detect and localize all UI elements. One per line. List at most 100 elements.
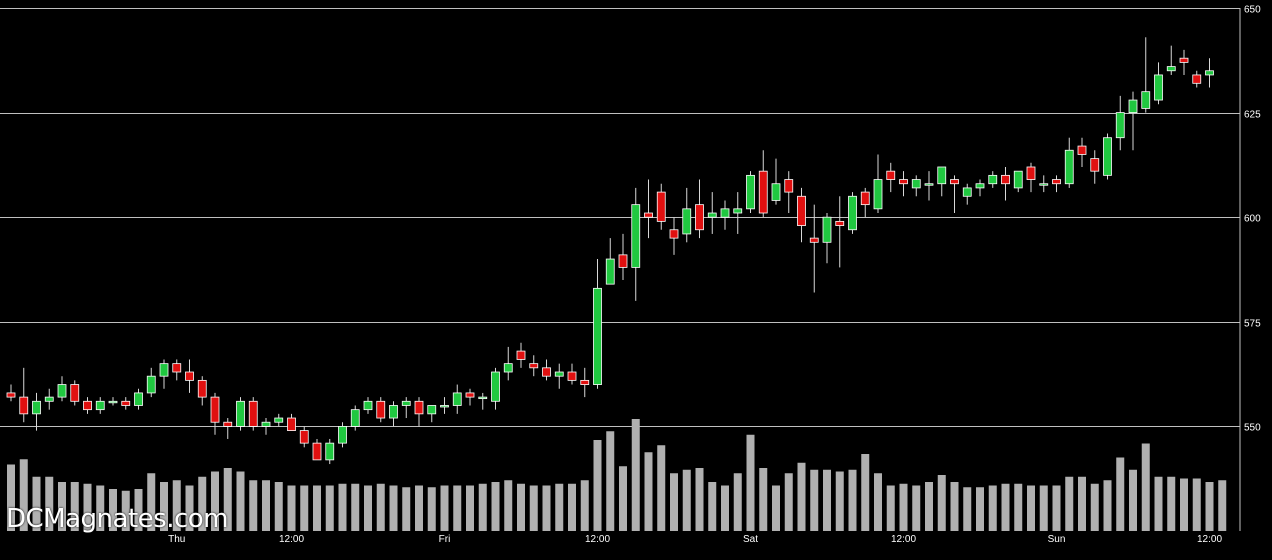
volume-bar bbox=[70, 482, 79, 531]
volume-bar bbox=[453, 485, 462, 531]
volume-bar bbox=[670, 473, 678, 531]
volume-bar bbox=[351, 483, 360, 531]
candle-down bbox=[83, 400, 92, 411]
candle-up bbox=[631, 204, 641, 268]
candle-up bbox=[975, 183, 985, 189]
volume-bar bbox=[427, 487, 436, 531]
watermark-logo: DCMagnates.com bbox=[6, 504, 229, 534]
candle-up bbox=[146, 375, 156, 394]
volume-bar bbox=[644, 452, 653, 531]
candle-up bbox=[1115, 112, 1125, 139]
volume-bar bbox=[1205, 482, 1214, 531]
volume-bar bbox=[1052, 485, 1061, 531]
volume-bar bbox=[402, 487, 411, 531]
volume-bar bbox=[1141, 443, 1150, 531]
y-tick-label: 575 bbox=[1244, 319, 1261, 330]
volume-bar bbox=[7, 464, 15, 531]
volume-bar bbox=[32, 476, 41, 531]
volume-bar bbox=[172, 480, 181, 531]
volume-bar bbox=[364, 485, 372, 531]
volume-bar bbox=[440, 485, 449, 531]
candle-up bbox=[440, 405, 449, 408]
candle-up bbox=[427, 405, 437, 415]
candle-up bbox=[32, 400, 41, 415]
volume-bar bbox=[223, 468, 232, 531]
candle-up bbox=[1166, 66, 1176, 72]
candle-up bbox=[988, 174, 998, 185]
candle-down bbox=[860, 191, 870, 206]
volume-bar bbox=[797, 462, 806, 531]
candle-down bbox=[414, 400, 424, 415]
candle-up bbox=[911, 179, 921, 189]
candle-down bbox=[223, 421, 233, 427]
volume-bar bbox=[835, 471, 844, 531]
volume-bar bbox=[1167, 476, 1176, 531]
volume-bar bbox=[517, 483, 525, 531]
candle-down bbox=[644, 212, 653, 218]
candle-up bbox=[605, 258, 615, 285]
candle-down bbox=[618, 254, 628, 268]
candle-up bbox=[363, 400, 373, 411]
candle-down bbox=[376, 400, 386, 419]
candle-up bbox=[261, 421, 271, 427]
volume-bar bbox=[695, 468, 704, 531]
candle-down bbox=[1052, 179, 1061, 185]
volume-bar bbox=[874, 473, 882, 531]
volume-bar bbox=[708, 482, 717, 531]
candle-up bbox=[325, 442, 335, 461]
candle-up bbox=[733, 208, 743, 214]
volume-bar bbox=[45, 476, 54, 531]
candle-up bbox=[822, 216, 832, 243]
x-tick-label: Fri bbox=[439, 534, 451, 545]
candle-up bbox=[593, 287, 602, 385]
x-tick-label: 12:00 bbox=[891, 534, 916, 545]
candle-down bbox=[197, 379, 207, 398]
volume-bars bbox=[7, 419, 1227, 531]
candle-down bbox=[1077, 145, 1087, 155]
volume-bar bbox=[134, 489, 143, 531]
volume-bar bbox=[899, 483, 908, 531]
volume-bar bbox=[529, 485, 538, 531]
candle-down bbox=[312, 442, 322, 461]
candle-up bbox=[962, 187, 972, 197]
volume-bar bbox=[249, 480, 258, 531]
candle-down bbox=[835, 220, 845, 226]
candle-up bbox=[57, 384, 67, 398]
candle-up bbox=[1103, 137, 1112, 176]
candle-down bbox=[19, 396, 29, 415]
candle-up bbox=[478, 396, 488, 400]
volume-bar bbox=[1090, 483, 1099, 531]
candle-up bbox=[1128, 99, 1138, 113]
volume-bar bbox=[1116, 457, 1125, 531]
candle-up bbox=[848, 195, 857, 231]
volume-bar bbox=[950, 482, 959, 531]
volume-bar bbox=[631, 419, 640, 531]
y-tick-label: 650 bbox=[1244, 5, 1261, 16]
candle-down bbox=[886, 170, 896, 180]
volume-bar bbox=[1103, 480, 1112, 531]
volume-bar bbox=[1078, 476, 1086, 531]
volume-bar bbox=[19, 459, 28, 531]
x-tick-label: Sun bbox=[1048, 534, 1066, 545]
candle-up bbox=[873, 179, 883, 210]
volume-bar bbox=[58, 482, 66, 531]
candle-up bbox=[1141, 91, 1151, 109]
candle-up bbox=[1013, 170, 1023, 189]
candle-down bbox=[656, 191, 666, 222]
volume-bar bbox=[542, 485, 551, 531]
candle-down bbox=[669, 229, 679, 239]
candle-up bbox=[108, 400, 118, 404]
candle-down bbox=[1026, 166, 1036, 180]
y-tick-label: 550 bbox=[1244, 423, 1261, 434]
x-tick-label: Thu bbox=[168, 534, 185, 545]
volume-bar bbox=[733, 473, 742, 531]
volume-bar bbox=[963, 487, 972, 531]
candle-up bbox=[1039, 183, 1049, 186]
x-tick-label: 12:00 bbox=[585, 534, 610, 545]
candle-up bbox=[1205, 70, 1214, 76]
candle-up bbox=[1064, 149, 1074, 185]
candle-down bbox=[1192, 74, 1202, 84]
volume-bar bbox=[1039, 485, 1048, 531]
volume-bar bbox=[886, 485, 895, 531]
